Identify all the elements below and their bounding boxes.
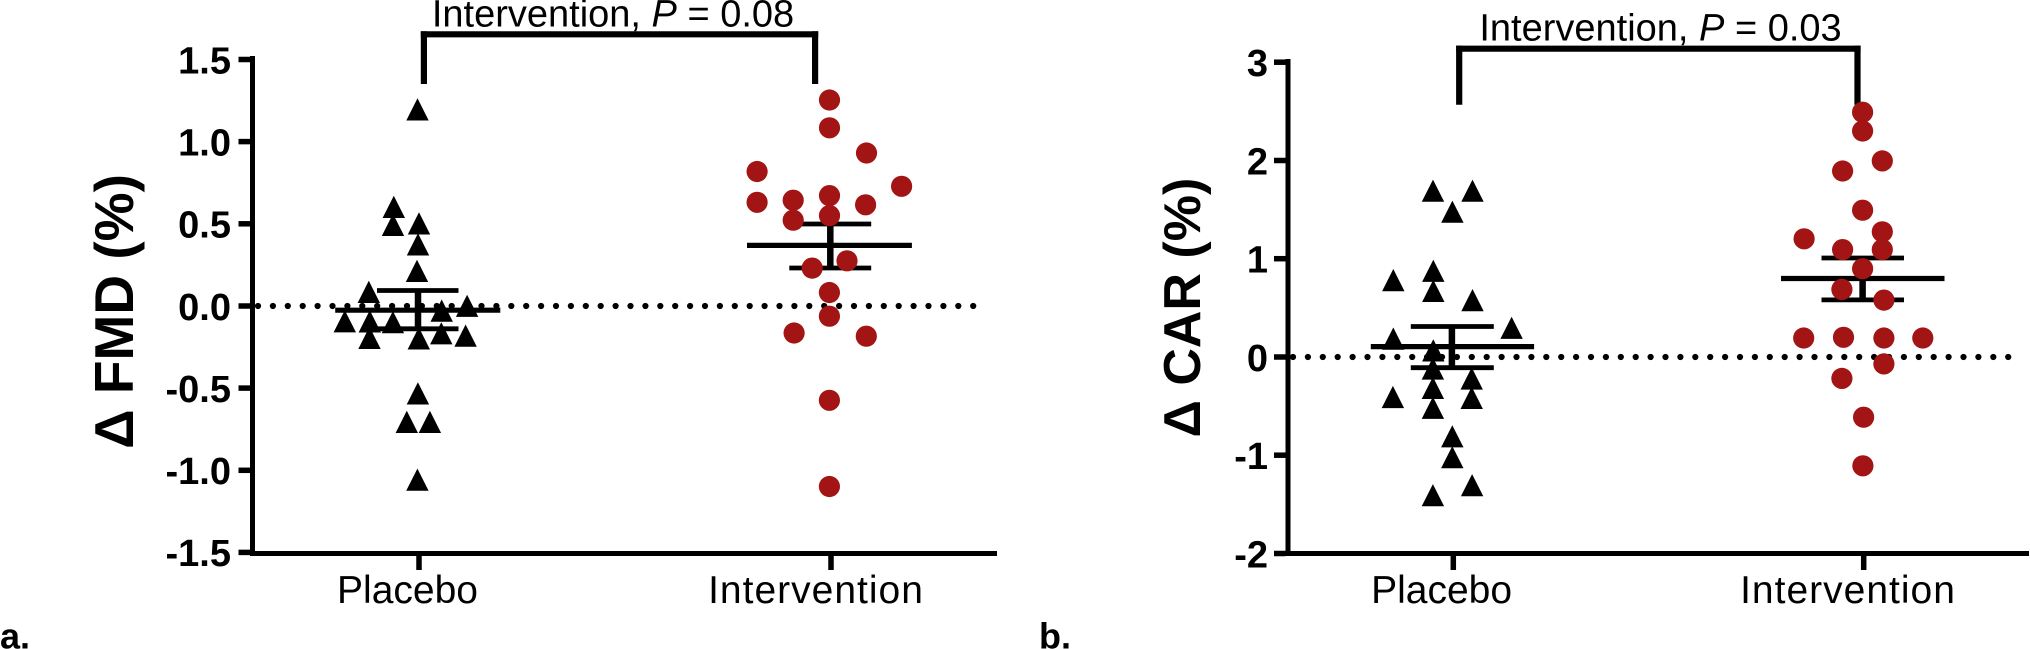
svg-text:a.: a.	[0, 616, 30, 649]
svg-text:Δ CAR (%): Δ CAR (%)	[1154, 178, 1212, 438]
svg-text:-2: -2	[1234, 534, 1268, 576]
svg-text:0: 0	[1247, 338, 1268, 380]
svg-text:0.0: 0.0	[178, 287, 231, 329]
svg-text:Δ FMD (%): Δ FMD (%)	[83, 174, 145, 449]
svg-text:1.5: 1.5	[178, 40, 231, 82]
svg-text:-1.5: -1.5	[166, 533, 231, 575]
svg-text:Intervention, P = 0.03: Intervention, P = 0.03	[1479, 8, 1841, 50]
svg-text:1.0: 1.0	[178, 122, 231, 164]
svg-text:-1.0: -1.0	[166, 451, 231, 493]
svg-text:-0.5: -0.5	[166, 369, 231, 411]
svg-text:0.5: 0.5	[178, 205, 231, 247]
svg-text:1: 1	[1247, 240, 1268, 282]
svg-text:Placebo: Placebo	[1371, 569, 1512, 612]
svg-text:Intervention: Intervention	[708, 569, 924, 612]
svg-text:Intervention: Intervention	[1740, 569, 1956, 612]
svg-text:3: 3	[1247, 43, 1268, 85]
svg-text:b.: b.	[1039, 616, 1071, 649]
svg-text:-1: -1	[1234, 436, 1268, 478]
svg-text:2: 2	[1247, 141, 1268, 183]
svg-text:Placebo: Placebo	[337, 569, 478, 612]
svg-text:Intervention, P = 0.08: Intervention, P = 0.08	[432, 0, 794, 36]
